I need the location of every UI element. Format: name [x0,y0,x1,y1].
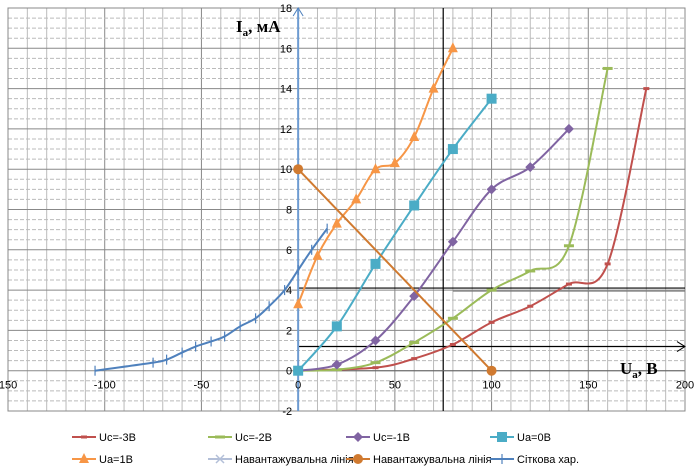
legend-label: Ua=1B [99,454,133,466]
x-tick-label: 50 [389,380,401,392]
legend-item: Навантажувальна лінія [208,454,354,466]
plot-area-border [7,7,686,412]
y-tick-label: 12 [280,124,292,136]
y-tick-label: 14 [280,84,292,96]
series-7 [94,223,328,376]
data-point-dash-marker [643,87,650,91]
reference-lines [298,8,685,411]
y-tick-label: 0 [286,366,292,378]
legend-item: Uc=-1B [346,432,410,444]
x-axis-arrow [676,341,686,352]
x-tick-label: 200 [676,380,694,392]
data-point-triangle-marker [331,217,342,228]
y-tick-label: 4 [286,285,292,297]
series-line [298,68,609,372]
data-point-triangle-marker [447,42,458,53]
legend-item: Навантажувальна лінія [346,454,492,466]
y-tick-label: 10 [280,164,292,176]
x-tick-label: 100 [482,380,500,392]
series-line [297,128,570,372]
data-point-dash-marker [565,282,572,286]
data-point-dash-marker [81,435,87,439]
data-point-diamond-marker [331,359,342,370]
legend-label: Uc=-3B [99,432,136,444]
data-point-diamond-marker [353,432,363,442]
data-point-dash-marker [411,357,418,361]
data-point-square-marker [331,321,342,332]
grid [7,7,686,412]
series-line [298,88,648,372]
x-tick-label: 150 [579,380,597,392]
legend-item: Сіткова хар. [490,454,579,466]
data-point-diamond-marker [486,184,497,195]
y-tick-label: 6 [286,245,292,257]
data-point-square-marker [293,365,304,376]
legend-label: Uc=-1B [373,432,410,444]
data-point-triangle-marker [293,298,304,309]
x-tick-label: -100 [94,380,116,392]
legend-label: Сіткова хар. [517,454,579,466]
legend-label: Навантажувальна лінія [373,454,492,466]
data-point-triangle-marker [389,157,400,168]
data-point-dash-marker [488,320,495,324]
legend-label: Uc=-2B [235,432,272,444]
data-point-dash-marker [372,366,379,370]
x-tick-label: -50 [193,380,209,392]
data-point-dash-marker [449,343,456,347]
data-point-circle-marker [293,164,304,175]
legend-item: Uc=-2B [208,432,272,444]
legend-label: Ua=0B [517,432,551,444]
y-tick-label: 2 [286,325,292,337]
data-point-triangle-marker [409,130,420,141]
data-point-diamond-marker [563,123,574,134]
y-axis-label: Ia, мА [236,17,281,39]
y-tick-label: 16 [280,43,292,55]
data-point-square-marker [447,144,458,155]
y-tick-label: -2 [282,406,292,418]
y-axis-arrow [292,7,304,17]
series-line [297,168,493,372]
legend-item: Ua=1B [72,453,133,466]
y-tick-label: 18 [280,3,292,15]
data-point-triangle-marker [351,193,362,204]
y-tick-label: 8 [286,205,292,217]
tick-labels: 150 -100 -50 0 50 100 150 200 -2 0 2 4 6 8 10 12 14 16 18 [0,3,694,418]
data-point-diamond-marker [525,162,536,173]
legend: Uc=-3B Uc=-2B Uc=-1B Ua=0B Ua=1B Навантажувал… [72,432,579,466]
data-point-triangle-marker [370,163,381,174]
series-0 [295,87,650,373]
series-3 [293,93,497,376]
legend-label: Навантажувальна лінія [235,454,354,466]
data-point-triangle-marker [79,453,89,463]
data-point-square-marker [370,258,381,269]
x-axis-label: Ua, B [620,359,658,381]
data-point-dash-marker [604,262,611,266]
data-point-square-marker [497,432,507,442]
x-tick-label: 150 [0,380,17,392]
legend-item: Uc=-3B [72,432,136,444]
data-point-square-marker [409,200,420,211]
data-point-diamond-marker [447,236,458,247]
series-group [94,42,650,376]
data-point-diamond-marker [370,335,381,346]
data-point-square-marker [486,93,497,104]
data-point-triangle-marker [428,82,439,93]
data-point-circle-marker [353,454,363,464]
series-line [94,228,328,372]
series-6 [293,164,497,376]
data-point-triangle-marker [312,249,323,260]
x-tick-label: 0 [295,380,301,392]
data-point-circle-marker [486,365,497,376]
series-4 [293,42,458,309]
legend-item: Ua=0B [490,432,551,444]
data-point-x-marker [215,454,225,464]
data-point-dash-marker [527,304,534,308]
